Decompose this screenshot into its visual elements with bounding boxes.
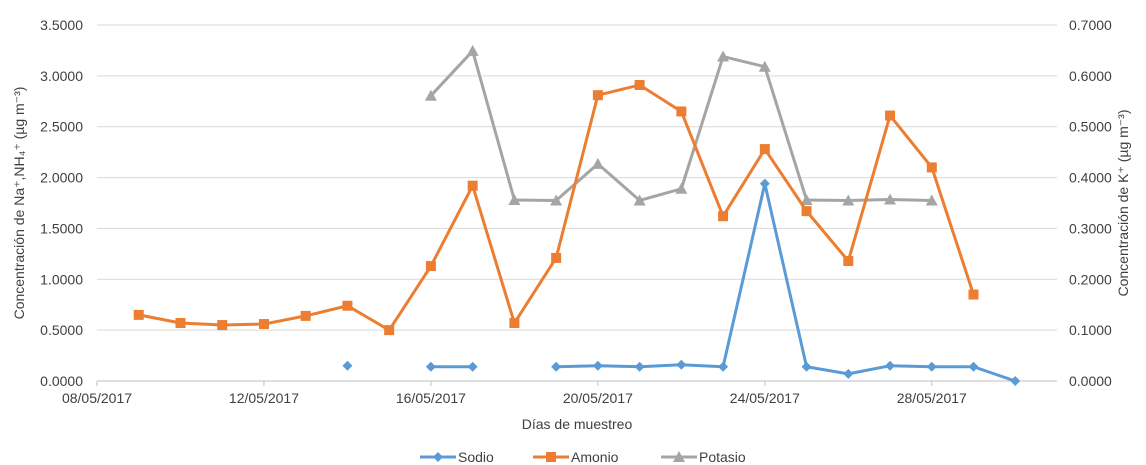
- data-point-potasio: [675, 182, 688, 194]
- data-point-potasio: [800, 193, 813, 205]
- axes: [96, 380, 1057, 386]
- data-point-amonio: [551, 252, 562, 263]
- axis-labels: 0.0000 0.5000 1.0000 1.5000 2.0000 2.5000 3.00…: [11, 17, 1131, 432]
- legend-marker-potasio: [673, 451, 685, 462]
- data-point-amonio: [634, 80, 645, 91]
- y-right-tick-label: 0.7000: [1069, 17, 1112, 33]
- x-axis-title: Días de muestreo: [522, 416, 633, 432]
- data-point-amonio: [509, 318, 520, 329]
- data-point-amonio: [300, 310, 311, 321]
- data-point-amonio: [843, 255, 854, 266]
- data-point-potasio: [550, 194, 563, 206]
- y-right-tick-label: 0.1000: [1069, 322, 1112, 338]
- data-point-potasio: [842, 194, 855, 206]
- data-point-amonio: [968, 289, 979, 300]
- data-point-amonio: [801, 206, 812, 217]
- data-point-amonio: [384, 325, 395, 336]
- data-point-potasio: [758, 60, 771, 72]
- legend-label-sodio: Sodio: [458, 449, 494, 465]
- data-point-amonio: [133, 309, 144, 320]
- y-right-axis-title: Concentración de K⁺ (µg m⁻³): [1115, 109, 1131, 296]
- series-line-amonio: [138, 83, 975, 332]
- data-point-amonio: [258, 319, 269, 330]
- x-tick-label: 12/05/2017: [229, 390, 299, 406]
- data-point-potasio: [717, 50, 730, 62]
- data-point-potasio: [424, 89, 437, 101]
- series-layer: [133, 44, 1021, 386]
- y-left-tick-label: 0.5000: [40, 322, 83, 338]
- y-left-tick-label: 1.5000: [40, 220, 83, 236]
- data-point-sodio: [1010, 376, 1021, 386]
- x-tick-label: 16/05/2017: [396, 390, 466, 406]
- data-point-potasio: [925, 194, 938, 206]
- series-line-sodio: [556, 182, 1016, 383]
- data-point-potasio: [591, 157, 604, 169]
- x-tick-label: 24/05/2017: [730, 390, 800, 406]
- data-point-sodio: [801, 361, 812, 372]
- data-point-amonio: [885, 110, 896, 121]
- y-right-tick-label: 0.2000: [1069, 271, 1112, 287]
- y-right-tick-label: 0.4000: [1069, 170, 1112, 186]
- data-point-sodio: [342, 360, 353, 371]
- y-right-tick-label: 0.6000: [1069, 68, 1112, 84]
- data-point-amonio: [676, 106, 687, 117]
- data-point-sodio: [676, 359, 687, 370]
- data-point-sodio: [551, 361, 562, 372]
- series-amonio: [133, 80, 979, 336]
- data-point-amonio: [342, 300, 353, 311]
- legend-label-potasio: Potasio: [699, 449, 746, 465]
- data-point-sodio: [718, 361, 729, 372]
- data-point-amonio: [759, 144, 770, 155]
- y-left-tick-label: 3.5000: [40, 17, 83, 33]
- data-point-amonio: [425, 261, 436, 272]
- data-point-sodio: [759, 178, 770, 189]
- legend-marker-sodio: [433, 452, 443, 462]
- data-point-amonio: [926, 162, 937, 173]
- data-point-sodio: [968, 361, 979, 372]
- data-point-potasio: [508, 193, 521, 205]
- data-point-amonio: [217, 320, 228, 331]
- data-point-amonio: [467, 180, 478, 191]
- data-point-amonio: [175, 318, 186, 329]
- x-tick-label: 28/05/2017: [897, 390, 967, 406]
- y-right-tick-label: 0.5000: [1069, 119, 1112, 135]
- data-point-amonio: [718, 211, 729, 222]
- data-point-amonio: [592, 90, 603, 101]
- y-right-tick-label: 0.3000: [1069, 220, 1112, 236]
- data-point-sodio: [926, 361, 937, 372]
- data-point-sodio: [843, 368, 854, 379]
- legend: Sodio Amonio Potasio: [420, 449, 746, 465]
- data-point-sodio: [425, 361, 436, 372]
- legend-marker-amonio: [546, 452, 556, 462]
- y-left-tick-label: 0.0000: [40, 373, 83, 389]
- data-point-potasio: [884, 193, 897, 205]
- y-left-tick-label: 3.0000: [40, 68, 83, 84]
- data-point-sodio: [592, 360, 603, 371]
- y-left-axis-title: Concentración de Na⁺,NH₄⁺ (µg m⁻³): [11, 87, 27, 320]
- x-tick-label: 20/05/2017: [563, 390, 633, 406]
- y-left-tick-label: 2.0000: [40, 170, 83, 186]
- data-point-sodio: [467, 361, 478, 372]
- data-point-sodio: [634, 361, 645, 372]
- data-point-potasio: [633, 194, 646, 206]
- gridlines: [97, 24, 1057, 331]
- series-potasio: [424, 44, 938, 206]
- data-point-potasio: [466, 44, 479, 56]
- y-right-tick-label: 0.0000: [1069, 373, 1112, 389]
- x-tick-label: 08/05/2017: [62, 390, 132, 406]
- legend-label-amonio: Amonio: [571, 449, 619, 465]
- series-sodio: [342, 178, 1021, 386]
- y-left-tick-label: 1.0000: [40, 271, 83, 287]
- y-left-tick-label: 2.5000: [40, 119, 83, 135]
- data-point-sodio: [885, 360, 896, 371]
